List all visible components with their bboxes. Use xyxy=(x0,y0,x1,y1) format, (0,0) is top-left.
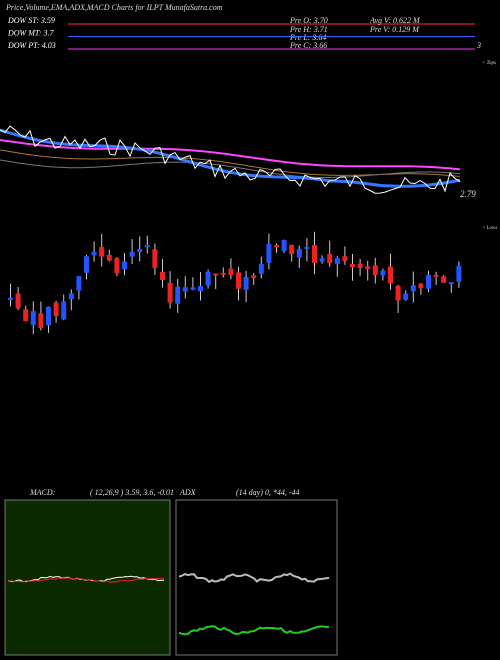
candle xyxy=(266,244,272,263)
candle xyxy=(228,268,234,276)
candle xyxy=(129,251,135,257)
candle xyxy=(198,285,203,292)
candle xyxy=(365,266,371,270)
candle xyxy=(190,287,196,290)
lows-label: < Lows xyxy=(482,226,497,231)
title: Price,Volume,EMA,ADX,MACD Charts for ILP… xyxy=(5,3,223,12)
macd-panel xyxy=(4,499,171,656)
ema-line xyxy=(0,139,461,171)
candle xyxy=(137,249,143,253)
candle xyxy=(388,266,393,284)
macd-name: MACD: xyxy=(29,488,56,497)
tops-label: < Tops xyxy=(482,61,496,66)
candle xyxy=(289,245,295,255)
candle xyxy=(281,240,287,252)
candle xyxy=(167,282,173,303)
candle xyxy=(433,274,439,277)
stat: Pre O: 3.70 xyxy=(289,16,328,25)
candle xyxy=(68,293,74,300)
adx-line xyxy=(178,572,330,584)
candle xyxy=(53,302,59,316)
level-box xyxy=(6,41,68,51)
ema-line xyxy=(0,159,461,178)
stat: Pre L: 3.64 xyxy=(289,33,326,42)
macd-params: ( 12,26,9 ) 3.59, 3.6, -0.01 xyxy=(90,488,174,497)
candle xyxy=(395,285,401,301)
candle xyxy=(15,293,21,309)
axis-top: 3 xyxy=(476,41,481,50)
candle xyxy=(448,282,454,285)
candle xyxy=(426,274,431,289)
candle xyxy=(357,263,363,269)
candle xyxy=(182,287,188,292)
adx-name: ADX xyxy=(179,488,197,497)
candle xyxy=(243,276,249,290)
candle xyxy=(334,258,340,264)
candle xyxy=(441,276,447,283)
candle xyxy=(312,245,317,263)
candle xyxy=(251,275,257,279)
level-box xyxy=(6,28,68,39)
candle xyxy=(220,272,226,275)
candle xyxy=(122,261,127,270)
stat: Pre H: 3.71 xyxy=(289,25,328,34)
candle xyxy=(372,265,378,276)
candle xyxy=(106,254,112,261)
macd-signal xyxy=(7,577,165,583)
axis-bottom: 2.79 xyxy=(460,189,476,199)
stat: Pre V: 0.129 M xyxy=(369,25,420,34)
candle xyxy=(175,286,181,304)
candle xyxy=(99,246,105,257)
candle xyxy=(84,256,89,273)
level-label: DOW MT: 3.7 xyxy=(7,28,55,37)
stat: Pre C: 3.66 xyxy=(289,41,327,50)
candle xyxy=(23,309,29,322)
candle xyxy=(410,285,416,292)
candle xyxy=(213,273,219,276)
price-line xyxy=(0,125,461,194)
adx-di xyxy=(178,625,330,636)
level-label: DOW PT: 4.03 xyxy=(7,41,56,50)
candle xyxy=(160,271,165,280)
candle xyxy=(304,246,310,249)
candle xyxy=(76,276,82,291)
candle xyxy=(152,249,158,268)
candle xyxy=(8,297,13,300)
candle xyxy=(342,256,348,262)
candle xyxy=(274,245,279,248)
candle xyxy=(296,248,302,258)
candle xyxy=(91,251,97,256)
candle xyxy=(236,272,241,289)
level-box xyxy=(6,16,68,26)
candle xyxy=(456,265,462,282)
candle xyxy=(327,254,333,264)
stat: Avg V: 0.622 M xyxy=(369,16,421,25)
level-label: DOW ST: 3.59 xyxy=(7,16,55,25)
candle xyxy=(61,301,67,320)
candle xyxy=(403,293,409,300)
candle xyxy=(38,313,44,329)
candle xyxy=(350,263,355,268)
candle xyxy=(258,263,264,274)
candle xyxy=(114,258,120,274)
candle xyxy=(46,306,51,326)
adx-params: (14 day) 0, *44, -44 xyxy=(236,488,300,497)
candle xyxy=(418,283,424,289)
candle xyxy=(144,245,150,248)
candle xyxy=(205,271,211,286)
candle xyxy=(380,270,386,276)
candle xyxy=(319,258,325,262)
candle xyxy=(30,311,36,325)
